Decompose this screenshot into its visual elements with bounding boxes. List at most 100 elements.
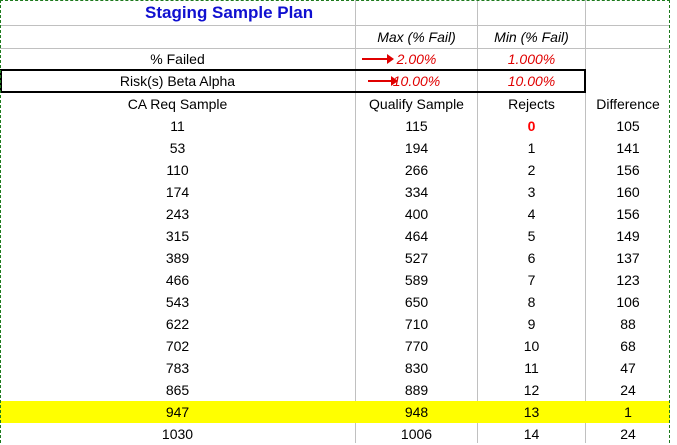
qualify-sample-cell[interactable]: 589 — [404, 272, 429, 288]
ca-req-sample-cell[interactable]: 315 — [165, 228, 190, 244]
qualify-sample-cell[interactable]: 948 — [404, 404, 429, 420]
risk-max-value[interactable]: 10.00% — [392, 73, 441, 89]
ca-req-sample-cell[interactable]: 11 — [170, 118, 185, 134]
difference-cell[interactable]: 1 — [624, 404, 632, 420]
qualify-sample-cell[interactable]: 710 — [404, 316, 429, 332]
rejects-cell[interactable]: 5 — [527, 228, 536, 244]
table-row: 947 948 13 1 — [0, 401, 670, 423]
qualify-sample-cell[interactable]: 889 — [404, 382, 429, 398]
column-header-qualify-sample[interactable]: Qualify Sample — [369, 96, 464, 112]
rejects-cell[interactable]: 1 — [527, 140, 536, 156]
ca-req-sample-cell[interactable]: 1030 — [161, 426, 194, 442]
difference-cell[interactable]: 24 — [620, 426, 636, 442]
difference-cell[interactable]: 106 — [616, 294, 640, 310]
qualify-sample-cell[interactable]: 115 — [405, 118, 428, 134]
ca-req-sample-cell[interactable]: 543 — [165, 294, 190, 310]
qualify-sample-cell[interactable]: 194 — [404, 140, 429, 156]
gridline — [355, 0, 356, 443]
rejects-cell[interactable]: 7 — [527, 272, 536, 288]
arrow-icon — [368, 76, 398, 86]
difference-cell[interactable]: 68 — [620, 338, 636, 354]
rejects-cell[interactable]: 9 — [527, 316, 536, 332]
difference-cell[interactable]: 105 — [616, 118, 640, 134]
table-row: 11 115 0 105 — [0, 115, 670, 137]
qualify-sample-cell[interactable]: 527 — [404, 250, 429, 266]
qualify-sample-cell[interactable]: 266 — [404, 162, 429, 178]
difference-cell[interactable]: 141 — [616, 140, 640, 156]
gridline — [0, 25, 670, 26]
failed-max-value[interactable]: 2.00% — [396, 51, 437, 67]
max-fail-header[interactable]: Max (% Fail) — [377, 29, 456, 45]
qualify-sample-cell[interactable]: 830 — [404, 360, 429, 376]
ca-req-sample-cell[interactable]: 174 — [165, 184, 190, 200]
difference-cell[interactable]: 137 — [616, 250, 640, 266]
qualify-sample-cell[interactable]: 650 — [404, 294, 429, 310]
min-fail-header[interactable]: Min (% Fail) — [494, 29, 569, 45]
rejects-cell[interactable]: 14 — [523, 426, 540, 442]
rejects-cell[interactable]: 11 — [524, 360, 539, 376]
table-row: 243 400 4 156 — [0, 203, 670, 225]
sheet-title[interactable]: Staging Sample Plan — [145, 3, 314, 22]
arrow-icon — [362, 54, 394, 64]
ca-req-sample-cell[interactable]: 622 — [165, 316, 190, 332]
qualify-sample-cell[interactable]: 1006 — [400, 426, 433, 442]
rejects-cell[interactable]: 13 — [523, 404, 540, 420]
rejects-cell[interactable]: 8 — [527, 294, 536, 310]
rejects-cell[interactable]: 0 — [527, 118, 536, 134]
table-row: 702 770 10 68 — [0, 335, 670, 357]
rejects-cell[interactable]: 12 — [523, 382, 540, 398]
difference-cell[interactable]: 47 — [620, 360, 636, 376]
table-row: 543 650 8 106 — [0, 291, 670, 313]
ca-req-sample-cell[interactable]: 243 — [165, 206, 190, 222]
risk-label[interactable]: Risk(s) Beta Alpha — [119, 73, 236, 89]
gridline — [585, 0, 586, 443]
rejects-cell[interactable]: 3 — [527, 184, 536, 200]
table-row: 1030 1006 14 24 — [0, 423, 670, 445]
column-header-difference[interactable]: Difference — [596, 96, 660, 112]
qualify-sample-cell[interactable]: 464 — [404, 228, 429, 244]
rejects-cell[interactable]: 4 — [527, 206, 536, 222]
column-header-rejects[interactable]: Rejects — [508, 96, 555, 112]
ca-req-sample-cell[interactable]: 702 — [165, 338, 190, 354]
difference-cell[interactable]: 156 — [616, 162, 640, 178]
difference-cell[interactable]: 160 — [616, 184, 640, 200]
rejects-cell[interactable]: 10 — [523, 338, 540, 354]
ca-req-sample-cell[interactable]: 947 — [165, 404, 190, 420]
difference-cell[interactable]: 24 — [620, 382, 636, 398]
limits-header-row: Max (% Fail) Min (% Fail) — [0, 26, 670, 48]
qualify-sample-cell[interactable]: 400 — [404, 206, 429, 222]
ca-req-sample-cell[interactable]: 53 — [169, 140, 186, 156]
risk-min-value[interactable]: 10.00% — [507, 73, 556, 89]
gridline — [477, 0, 478, 443]
column-header-ca-req-sample[interactable]: CA Req Sample — [127, 96, 228, 112]
ca-req-sample-cell[interactable]: 110 — [166, 162, 189, 178]
table-row: 389 527 6 137 — [0, 247, 670, 269]
table-row: 315 464 5 149 — [0, 225, 670, 247]
table-header-row: CA Req Sample Qualify Sample Rejects Dif… — [0, 93, 670, 115]
ca-req-sample-cell[interactable]: 865 — [165, 382, 190, 398]
table-row: 53 194 1 141 — [0, 137, 670, 159]
difference-cell[interactable]: 88 — [620, 316, 636, 332]
difference-cell[interactable]: 149 — [616, 228, 640, 244]
table-row: 466 589 7 123 — [0, 269, 670, 291]
failed-row: % Failed 2.00% 1.000% — [0, 48, 670, 70]
failed-label[interactable]: % Failed — [150, 51, 205, 67]
risk-row: Risk(s) Beta Alpha 10.00% 10.00% — [0, 70, 670, 92]
failed-min-value[interactable]: 1.000% — [507, 51, 556, 67]
difference-cell[interactable]: 156 — [616, 206, 640, 222]
table-row: 622 710 9 88 — [0, 313, 670, 335]
table-row: 174 334 3 160 — [0, 181, 670, 203]
ca-req-sample-cell[interactable]: 389 — [165, 250, 190, 266]
ca-req-sample-cell[interactable]: 466 — [165, 272, 190, 288]
table-row: 110 266 2 156 — [0, 159, 670, 181]
rejects-cell[interactable]: 6 — [527, 250, 536, 266]
qualify-sample-cell[interactable]: 334 — [404, 184, 429, 200]
difference-cell[interactable]: 123 — [616, 272, 640, 288]
ca-req-sample-cell[interactable]: 783 — [165, 360, 190, 376]
table-row: 865 889 12 24 — [0, 379, 670, 401]
qualify-sample-cell[interactable]: 770 — [404, 338, 429, 354]
rejects-cell[interactable]: 2 — [527, 162, 536, 178]
gridline — [0, 48, 670, 49]
table-row: 783 830 11 47 — [0, 357, 670, 379]
